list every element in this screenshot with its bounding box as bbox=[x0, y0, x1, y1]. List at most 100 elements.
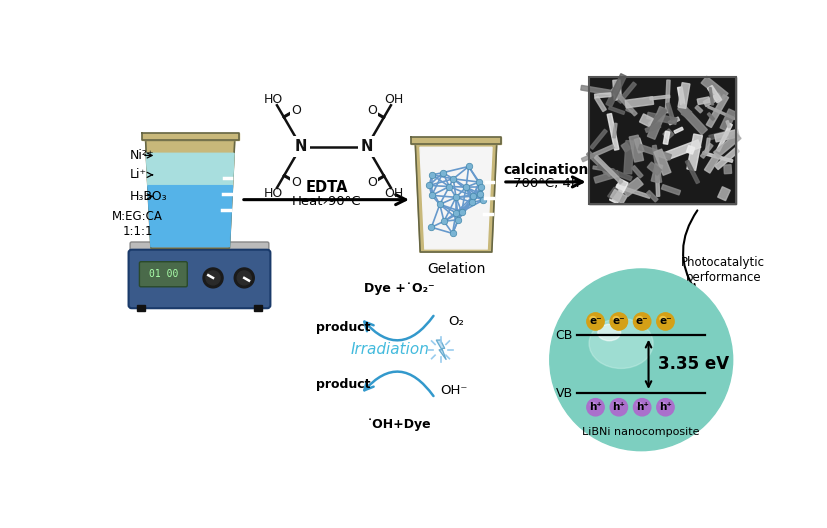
Polygon shape bbox=[609, 106, 624, 115]
Polygon shape bbox=[720, 109, 736, 131]
Polygon shape bbox=[703, 152, 733, 163]
Polygon shape bbox=[703, 93, 722, 107]
Polygon shape bbox=[625, 97, 653, 108]
Polygon shape bbox=[618, 82, 636, 103]
Polygon shape bbox=[710, 88, 714, 105]
Polygon shape bbox=[715, 147, 739, 169]
Polygon shape bbox=[598, 164, 632, 181]
Polygon shape bbox=[678, 83, 690, 108]
Polygon shape bbox=[629, 135, 643, 162]
Text: calcination: calcination bbox=[503, 163, 588, 177]
Polygon shape bbox=[626, 108, 633, 113]
Ellipse shape bbox=[610, 313, 628, 330]
Polygon shape bbox=[709, 131, 729, 140]
Ellipse shape bbox=[657, 399, 674, 416]
Point bbox=[476, 196, 490, 204]
Point bbox=[447, 175, 460, 183]
Text: h⁺: h⁺ bbox=[636, 402, 648, 412]
Polygon shape bbox=[677, 87, 685, 105]
Polygon shape bbox=[701, 76, 728, 100]
Polygon shape bbox=[674, 127, 683, 134]
Polygon shape bbox=[718, 187, 730, 201]
Text: O₂: O₂ bbox=[448, 315, 464, 328]
Point bbox=[462, 162, 476, 171]
FancyBboxPatch shape bbox=[130, 242, 269, 256]
Text: OH: OH bbox=[385, 93, 404, 107]
Ellipse shape bbox=[613, 316, 619, 321]
Text: Irradiation: Irradiation bbox=[351, 342, 429, 357]
Polygon shape bbox=[622, 177, 643, 196]
Polygon shape bbox=[611, 88, 637, 116]
Polygon shape bbox=[716, 124, 733, 152]
Ellipse shape bbox=[633, 399, 651, 416]
Polygon shape bbox=[686, 146, 695, 154]
Circle shape bbox=[203, 268, 223, 288]
Text: O: O bbox=[291, 104, 301, 117]
Ellipse shape bbox=[589, 318, 653, 369]
Text: M:EG:CA
1:1:1: M:EG:CA 1:1:1 bbox=[112, 211, 163, 239]
Polygon shape bbox=[639, 114, 653, 127]
Text: H₃BO₃: H₃BO₃ bbox=[130, 190, 167, 203]
Point bbox=[442, 182, 456, 191]
Polygon shape bbox=[613, 80, 621, 100]
Polygon shape bbox=[663, 131, 670, 144]
Polygon shape bbox=[714, 133, 741, 157]
Point bbox=[455, 208, 468, 216]
Point bbox=[437, 168, 450, 177]
Point bbox=[449, 193, 462, 202]
Point bbox=[425, 223, 438, 231]
Polygon shape bbox=[650, 95, 670, 100]
Point bbox=[466, 192, 480, 201]
Polygon shape bbox=[420, 147, 492, 249]
Circle shape bbox=[234, 268, 254, 288]
Polygon shape bbox=[687, 134, 702, 171]
Polygon shape bbox=[645, 124, 661, 133]
Point bbox=[475, 183, 488, 191]
Polygon shape bbox=[695, 106, 703, 113]
Polygon shape bbox=[651, 164, 662, 183]
Point bbox=[472, 178, 485, 186]
Text: e⁻: e⁻ bbox=[659, 316, 672, 326]
Text: h⁺: h⁺ bbox=[589, 402, 602, 412]
Text: Ni²⁺: Ni²⁺ bbox=[130, 149, 154, 162]
Point bbox=[474, 190, 487, 199]
Polygon shape bbox=[681, 108, 691, 118]
Polygon shape bbox=[724, 165, 732, 174]
Text: O: O bbox=[291, 176, 301, 189]
Text: OH⁻: OH⁻ bbox=[440, 384, 467, 397]
Ellipse shape bbox=[598, 324, 620, 341]
Text: O: O bbox=[367, 176, 377, 189]
Point bbox=[423, 181, 436, 190]
Point bbox=[437, 217, 451, 225]
Polygon shape bbox=[655, 165, 660, 196]
Polygon shape bbox=[700, 144, 713, 158]
Polygon shape bbox=[654, 149, 671, 175]
Polygon shape bbox=[415, 144, 497, 252]
Text: Photocatalytic
performance: Photocatalytic performance bbox=[681, 256, 765, 284]
Polygon shape bbox=[146, 140, 235, 248]
Polygon shape bbox=[667, 103, 674, 120]
Polygon shape bbox=[594, 171, 619, 183]
FancyBboxPatch shape bbox=[128, 250, 270, 308]
Text: N: N bbox=[361, 139, 373, 154]
Text: product: product bbox=[317, 378, 370, 391]
Polygon shape bbox=[668, 117, 680, 125]
Bar bbox=[137, 305, 145, 312]
Text: ˙OH+Dye: ˙OH+Dye bbox=[367, 418, 432, 431]
Text: HO: HO bbox=[265, 93, 284, 107]
Ellipse shape bbox=[633, 313, 651, 330]
Polygon shape bbox=[586, 151, 613, 176]
Text: N: N bbox=[294, 139, 307, 154]
Polygon shape bbox=[606, 74, 626, 107]
Polygon shape bbox=[600, 165, 609, 174]
Circle shape bbox=[237, 271, 251, 285]
Polygon shape bbox=[607, 114, 619, 150]
Polygon shape bbox=[595, 96, 606, 111]
Polygon shape bbox=[141, 134, 239, 140]
Polygon shape bbox=[632, 166, 643, 178]
Text: EDTA: EDTA bbox=[305, 180, 347, 195]
Polygon shape bbox=[678, 104, 707, 135]
Text: HO: HO bbox=[265, 186, 284, 200]
Polygon shape bbox=[648, 108, 667, 126]
Polygon shape bbox=[664, 140, 700, 160]
